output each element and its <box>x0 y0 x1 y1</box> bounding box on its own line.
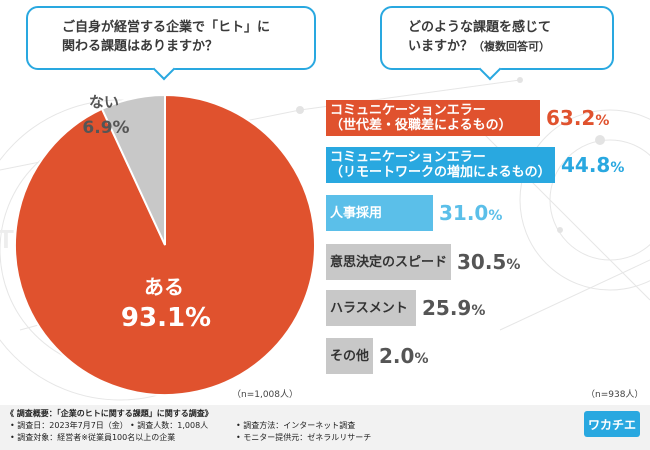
bar-row: 人事採用 31.0% <box>326 195 502 231</box>
bar: コミュニケーションエラー （リモートワークの増加によるもの） <box>326 147 555 183</box>
bar-value: 63.2% <box>546 106 609 130</box>
footer-date: • 調査日：2023年7月7日（金） <box>10 421 128 430</box>
bar: 意思決定のスピード <box>326 244 451 280</box>
bar-row: コミュニケーションエラー （リモートワークの増加によるもの） 44.8% <box>326 147 624 183</box>
bar-sublabel: （世代差・役職差によるもの） <box>330 118 512 133</box>
bar-label: ハラスメント <box>330 300 408 316</box>
pie-label-yes: ある <box>144 275 184 299</box>
footer-title: 《 調査概要：「企業のヒトに関する課題」に関する調査》 <box>6 409 213 418</box>
right-question-bubble: どのような課題を感じて いますか？（複数回答可） <box>380 6 614 81</box>
pie-label-no: ない <box>89 93 119 111</box>
right-question-line2: いますか？ <box>408 39 474 54</box>
bar-value: 31.0% <box>439 201 502 225</box>
bar-value-number: 31.0 <box>439 201 489 225</box>
pie-slice-no <box>100 93 166 246</box>
bar-row: ハラスメント 25.9% <box>326 290 485 326</box>
pie-pct-yes: 93.1% <box>121 303 211 333</box>
bar-value-unit: % <box>471 303 486 319</box>
left-question-bubble: ご自身が経営する企業で「ヒト」に 関わる課題はありますか？ <box>26 6 316 81</box>
bar-value-number: 44.8 <box>561 153 611 177</box>
right-question-subnote: （複数回答可） <box>473 40 551 53</box>
bar-label: その他 <box>330 348 370 364</box>
footer-target: • 調査対象：経営者※従業員100名以上の企業 <box>10 433 176 442</box>
bar: コミュニケーションエラー （世代差・役職差によるもの） <box>326 100 540 136</box>
left-question-line1: ご自身が経営する企業で「ヒト」に <box>62 20 271 35</box>
bar-label: 意思決定のスピード <box>330 254 448 270</box>
bar: 人事採用 <box>326 195 433 231</box>
bar-value: 44.8% <box>561 153 624 177</box>
bar-label: コミュニケーションエラー <box>330 150 486 165</box>
bar-value-unit: % <box>610 160 625 176</box>
right-question-line1: どのような課題を感じて <box>408 20 552 35</box>
bar-label: コミュニケーションエラー <box>330 103 486 118</box>
bar-label: 人事採用 <box>330 205 383 221</box>
pie-chart: ない 6.9% ある 93.1% <box>14 93 316 396</box>
bar-value-number: 25.9 <box>422 296 472 320</box>
bar-value-unit: % <box>414 351 429 367</box>
survey-footer: 《 調査概要：「企業のヒトに関する課題」に関する調査》 • 調査日：2023年7… <box>0 405 650 450</box>
footer-method: • 調査方法：インターネット調査 <box>236 421 356 430</box>
bar-row: 意思決定のスピード 30.5% <box>326 244 520 280</box>
left-question-line2: 関わる課題はありますか？ <box>62 39 219 54</box>
bar-value: 25.9% <box>422 296 485 320</box>
footer-provider: • モニター提供元：ゼネラルリサーチ <box>236 433 372 442</box>
bar: ハラスメント <box>326 290 416 326</box>
bar-value-unit: % <box>506 257 521 273</box>
footer-respondents: • 調査人数：1,008人 <box>130 421 209 430</box>
bar: その他 <box>326 338 373 374</box>
bar-value-number: 2.0 <box>379 344 415 368</box>
bar-value-number: 30.5 <box>457 250 507 274</box>
bar-sublabel: （リモートワークの増加によるもの） <box>330 165 551 180</box>
pie-pct-no: 6.9% <box>82 118 129 138</box>
bar-row: その他 2.0% <box>326 338 428 374</box>
bar-value: 2.0% <box>379 344 428 368</box>
bar-value-unit: % <box>488 208 503 224</box>
right-question-line2-wrap: いますか？（複数回答可） <box>408 37 600 56</box>
bar-value-unit: % <box>595 113 610 129</box>
right-sample-size: （n=938人） <box>586 390 644 400</box>
wakachie-logo: ワカチエ <box>584 411 640 437</box>
bar-value: 30.5% <box>457 250 520 274</box>
bar-value-number: 63.2 <box>546 106 596 130</box>
bar-row: コミュニケーションエラー （世代差・役職差によるもの） 63.2% <box>326 100 609 136</box>
left-sample-size: （n=1,008人） <box>232 390 299 400</box>
